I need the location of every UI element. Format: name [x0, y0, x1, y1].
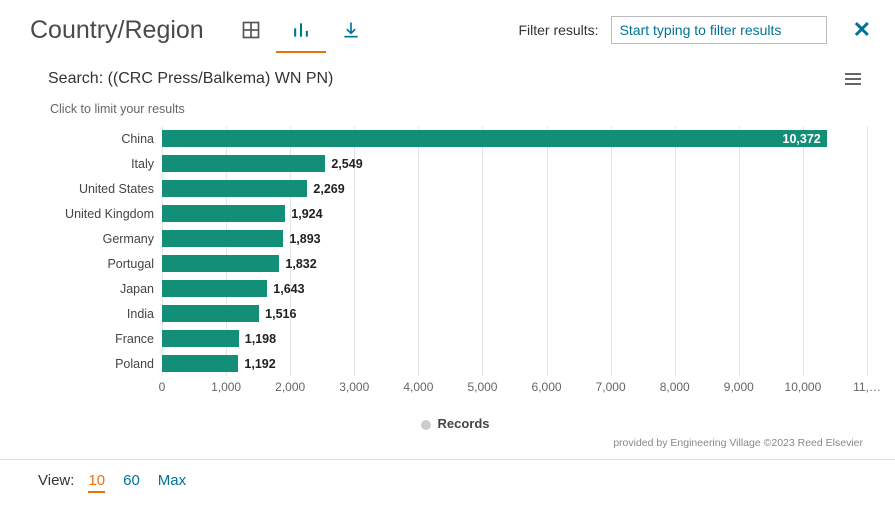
table-view-icon[interactable] — [226, 11, 276, 49]
view-label: View: — [38, 472, 74, 489]
chart-bar[interactable]: 1,643 — [162, 280, 267, 297]
chart-bar[interactable]: 2,269 — [162, 180, 307, 197]
y-axis-label: Italy — [44, 151, 162, 176]
chart-bar[interactable]: 1,516 — [162, 305, 259, 322]
chart-legend: Records — [44, 416, 867, 431]
view-count-selector: View: 1060Max — [30, 460, 877, 489]
x-axis-tick: 4,000 — [403, 380, 433, 394]
x-axis-tick: 7,000 — [596, 380, 626, 394]
chart-view-icon[interactable] — [276, 11, 326, 49]
x-axis-tick: 0 — [159, 380, 166, 394]
y-axis-label: Portugal — [44, 251, 162, 276]
y-axis-label: China — [44, 126, 162, 151]
bar-value-label: 1,643 — [273, 282, 304, 296]
y-axis-label: Germany — [44, 226, 162, 251]
chart-panel: Search: ((CRC Press/Balkema) WN PN) Clic… — [30, 52, 877, 449]
x-axis-tick: 3,000 — [339, 380, 369, 394]
y-axis-label: Poland — [44, 351, 162, 376]
y-axis-label: United States — [44, 176, 162, 201]
filter-input[interactable] — [611, 16, 827, 44]
bar-value-label: 1,832 — [285, 257, 316, 271]
bar-value-label: 1,924 — [291, 207, 322, 221]
view-count-option[interactable]: 60 — [123, 472, 140, 489]
bar-value-label: 1,198 — [245, 332, 276, 346]
x-axis-tick: 6,000 — [532, 380, 562, 394]
filter-label: Filter results: — [518, 22, 598, 38]
chart-title: Search: ((CRC Press/Balkema) WN PN) — [48, 70, 867, 88]
download-icon[interactable] — [326, 11, 376, 49]
y-axis-label: United Kingdom — [44, 201, 162, 226]
bar-value-label: 2,269 — [313, 182, 344, 196]
chart-bar[interactable]: 10,372 — [162, 130, 827, 147]
chart-plot: ChinaItalyUnited StatesUnited KingdomGer… — [44, 126, 867, 416]
x-axis-tick: 11,… — [853, 380, 881, 394]
x-axis-tick: 2,000 — [275, 380, 305, 394]
y-axis-label: France — [44, 326, 162, 351]
y-axis-label: Japan — [44, 276, 162, 301]
y-axis-label: India — [44, 301, 162, 326]
chart-bar[interactable]: 1,198 — [162, 330, 239, 347]
x-axis-tick: 5,000 — [467, 380, 497, 394]
view-count-option[interactable]: 10 — [88, 472, 105, 493]
page-title: Country/Region — [30, 16, 204, 45]
chart-bar[interactable]: 1,192 — [162, 355, 238, 372]
chart-bar[interactable]: 1,893 — [162, 230, 283, 247]
bar-value-label: 1,893 — [289, 232, 320, 246]
x-axis-tick: 8,000 — [660, 380, 690, 394]
chart-menu-icon[interactable] — [845, 70, 861, 88]
credit-text: provided by Engineering Village ©2023 Re… — [44, 437, 867, 449]
view-count-option[interactable]: Max — [158, 472, 186, 489]
x-axis-tick: 1,000 — [211, 380, 241, 394]
view-mode-toggle — [226, 11, 376, 49]
chart-bar[interactable]: 1,832 — [162, 255, 279, 272]
bar-value-label: 2,549 — [331, 157, 362, 171]
chart-bar[interactable]: 1,924 — [162, 205, 285, 222]
chart-subtitle: Click to limit your results — [50, 102, 867, 116]
bar-value-label: 10,372 — [783, 132, 821, 146]
legend-marker — [421, 420, 431, 430]
close-icon[interactable]: ✕ — [847, 17, 877, 43]
bar-value-label: 1,192 — [244, 357, 275, 371]
x-axis-tick: 10,000 — [785, 380, 822, 394]
bar-value-label: 1,516 — [265, 307, 296, 321]
x-axis-tick: 9,000 — [724, 380, 754, 394]
chart-bar[interactable]: 2,549 — [162, 155, 325, 172]
